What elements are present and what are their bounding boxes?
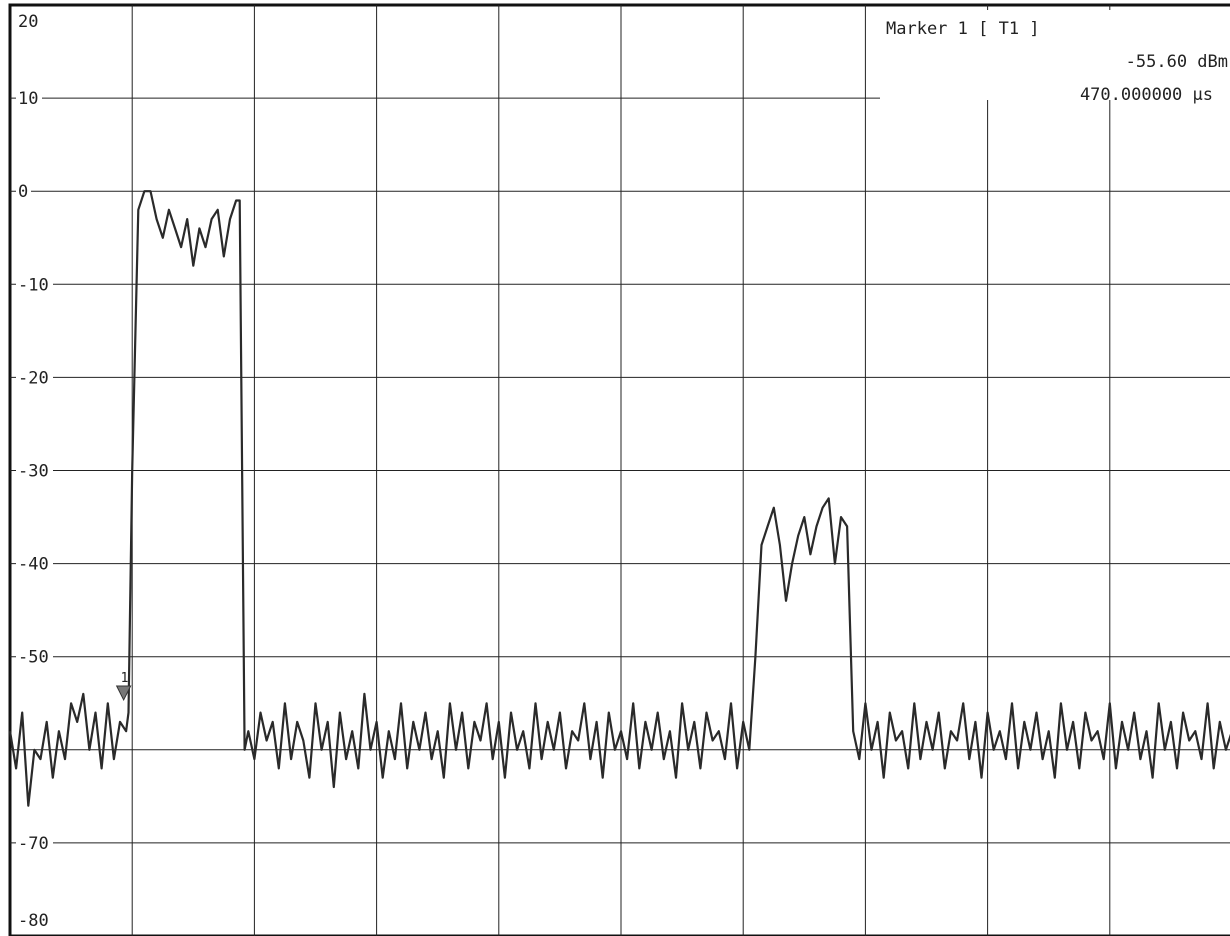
y-tick-label-bg xyxy=(16,833,53,853)
y-tick-label: 10 xyxy=(18,89,38,109)
y-tick-label: -30 xyxy=(18,462,49,482)
y-tick-label: -40 xyxy=(18,555,49,575)
y-tick-label: 0 xyxy=(18,182,28,202)
y-tick-label-bg xyxy=(16,182,31,202)
y-tick-label-bg xyxy=(16,89,42,109)
marker-title: Marker 1 [ T1 ] xyxy=(886,19,1040,39)
marker-1-symbol: 1 xyxy=(115,671,132,702)
marker-time: 470.000000 µs xyxy=(1080,85,1213,105)
y-tick-label: -20 xyxy=(18,368,49,388)
y-tick-label-bg xyxy=(16,275,53,295)
y-tick-label-bg xyxy=(16,461,53,481)
marker-level: -55.60 dBm xyxy=(1126,52,1228,72)
y-tick-label: -10 xyxy=(18,275,49,295)
marker-number: 1 xyxy=(121,671,129,686)
y-tick-label-bg xyxy=(16,554,53,574)
y-tick-label: -50 xyxy=(18,648,49,668)
trace-line xyxy=(8,190,1230,807)
y-tick-labels: 20 10 0 -10 -20 -30 -40 -50 -70 -80 xyxy=(16,12,53,931)
y-tick-label: 20 xyxy=(18,12,38,32)
y-tick-label-bg xyxy=(16,911,53,930)
y-tick-label-bg xyxy=(16,368,53,388)
marker-readout-bg xyxy=(880,10,1230,100)
y-tick-label: -70 xyxy=(18,834,49,854)
marker-triangle-icon xyxy=(115,685,132,702)
marker-readout: Marker 1 [ T1 ] -55.60 dBm 470.000000 µs xyxy=(880,10,1230,105)
y-tick-label-bg xyxy=(16,647,53,667)
y-tick-label-bg xyxy=(16,12,42,31)
y-tick-label: -80 xyxy=(18,911,49,931)
